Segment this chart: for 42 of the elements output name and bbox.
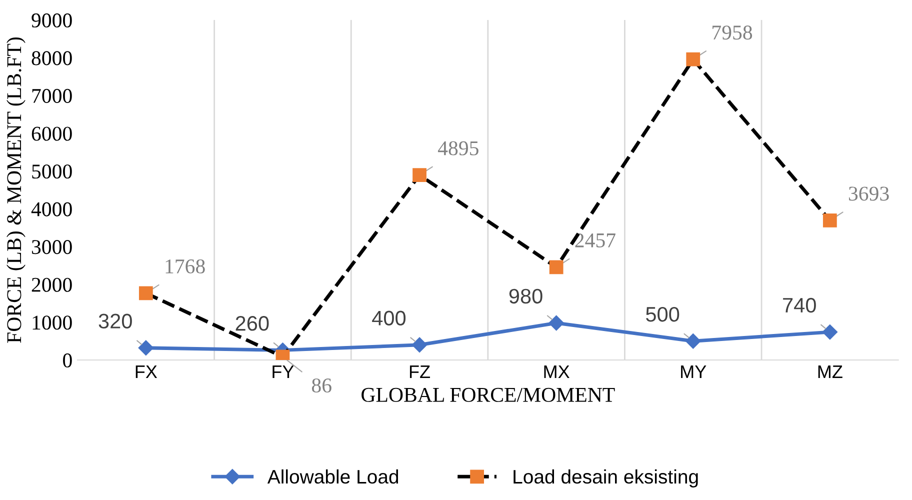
y-tick-label: 2000 <box>32 278 72 292</box>
point <box>822 214 837 228</box>
point <box>686 52 700 66</box>
x-tick-label: MY <box>681 366 706 378</box>
x-tick-label: FY <box>272 366 294 378</box>
y-tick-label: 5000 <box>32 164 72 179</box>
point <box>548 315 564 331</box>
x-tick-label: MX <box>544 366 570 378</box>
data-label: 86 <box>312 378 332 393</box>
point <box>138 340 154 356</box>
y-tick-label: 1000 <box>32 316 72 330</box>
point <box>822 324 838 340</box>
legend-label: Allowable Load <box>267 469 398 484</box>
point <box>686 334 701 349</box>
x-tick-label: MZ <box>818 366 842 378</box>
y-axis-title: FORCE (LB) & MOMENT (LB.FT) <box>6 37 26 343</box>
legend-label: Load desain eksisting <box>514 469 698 488</box>
point <box>412 168 426 182</box>
data-label: 400 <box>372 310 406 326</box>
data-label: 4895 <box>438 141 478 156</box>
point <box>138 286 153 300</box>
y-tick-label: 4000 <box>31 202 72 216</box>
y-tick-label: 0 <box>63 353 72 368</box>
y-tick-label: 7000 <box>32 88 72 103</box>
point <box>549 260 564 274</box>
y-tick-label: 9000 <box>32 13 72 28</box>
data-label: 740 <box>783 298 816 313</box>
data-label: 320 <box>98 314 132 329</box>
y-tick-label: 6000 <box>32 126 72 141</box>
x-tick-label: FX <box>136 366 158 378</box>
x-axis-title: GLOBAL FORCE/MOMENT <box>362 388 615 402</box>
point <box>412 337 428 352</box>
y-tick-label: 3000 <box>32 240 72 254</box>
data-label: 1768 <box>166 259 205 274</box>
data-label: 500 <box>646 306 680 322</box>
data-label: 3693 <box>848 186 889 201</box>
data-label: 2457 <box>575 233 616 248</box>
data-label: 7958 <box>712 26 752 40</box>
x-tick-label: FZ <box>410 366 430 378</box>
data-label: 260 <box>236 316 269 331</box>
data-label: 980 <box>509 288 542 304</box>
y-tick-label: 8000 <box>32 51 72 66</box>
